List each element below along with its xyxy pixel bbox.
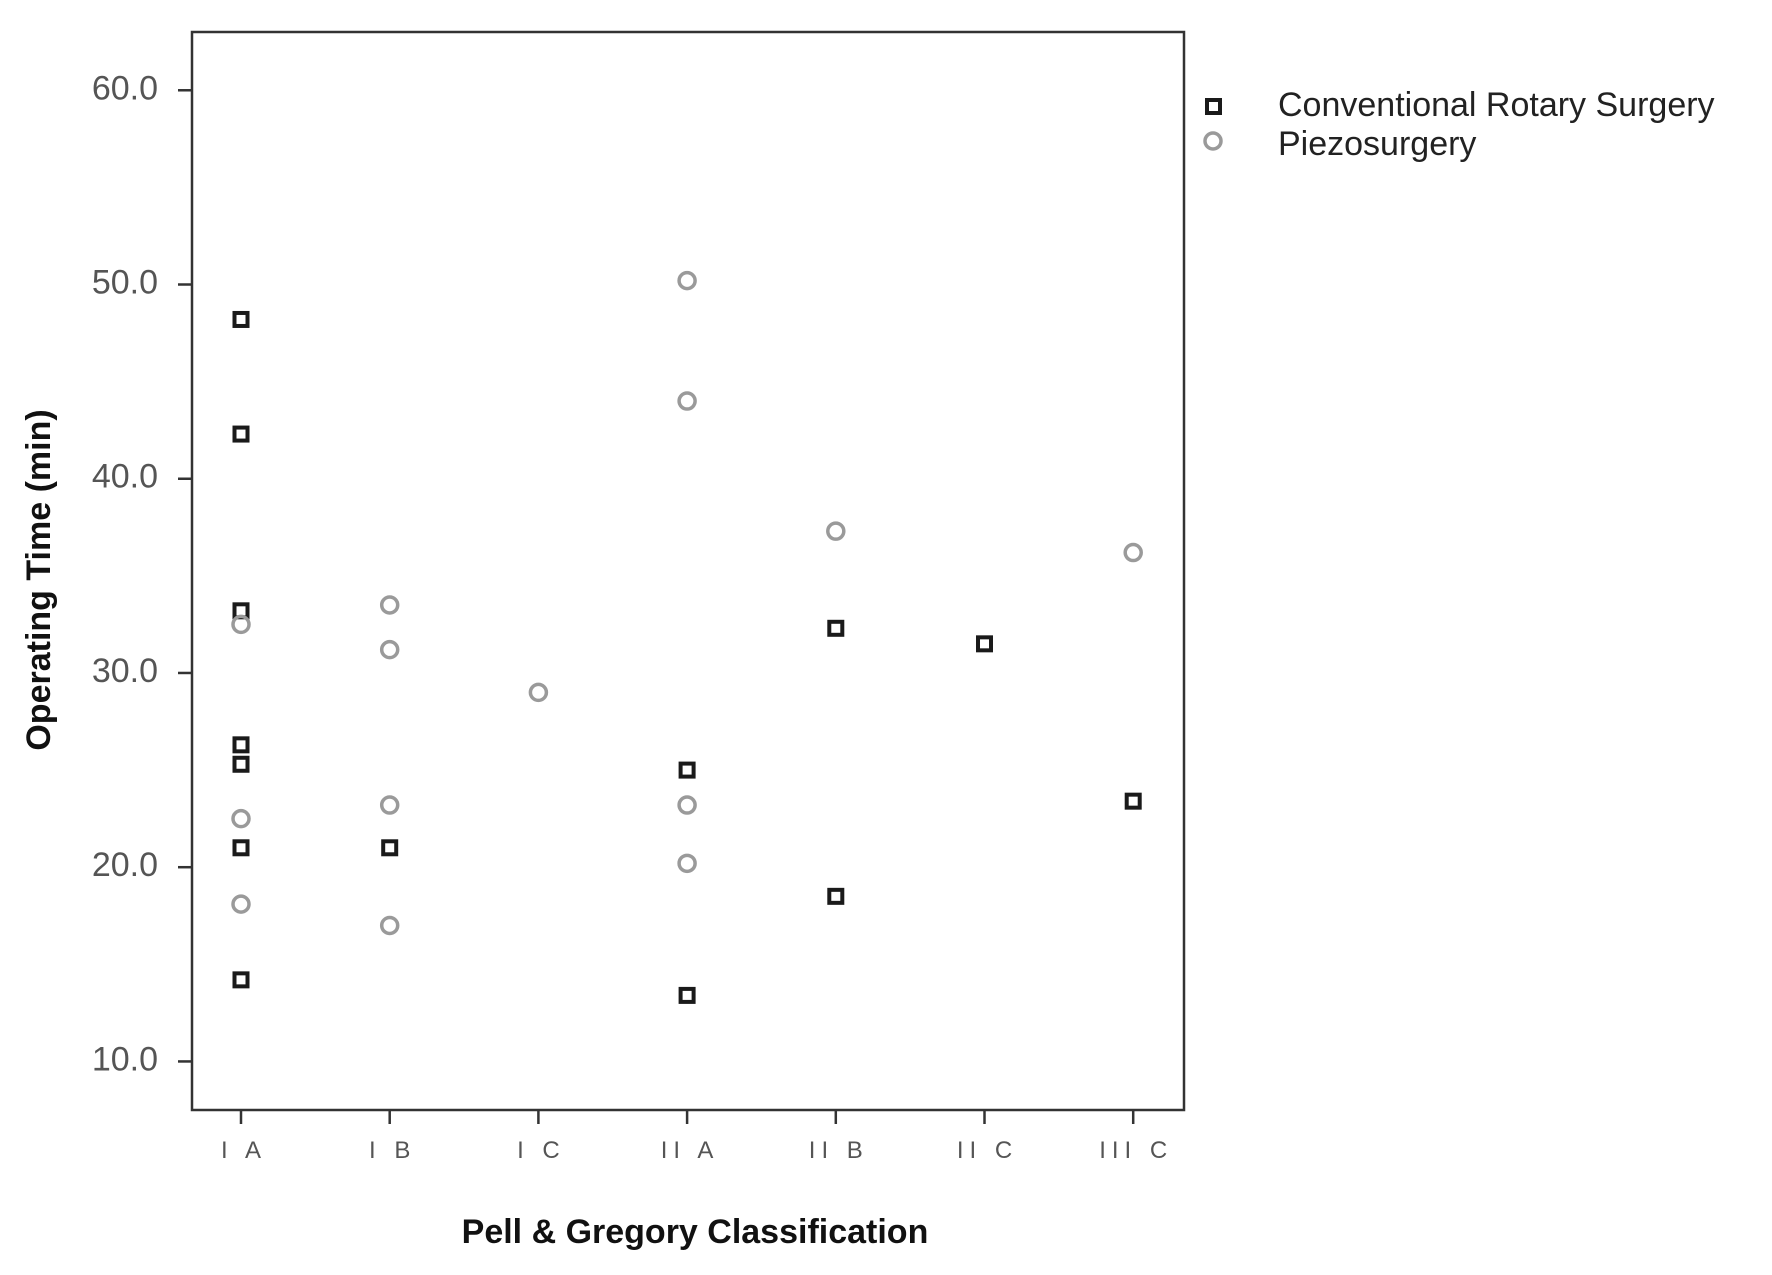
x-axis: I A I B I C II A II B II C III C — [221, 1110, 1173, 1164]
data-point-piezosurgery — [231, 894, 251, 914]
legend-marker-conventional — [1205, 98, 1222, 115]
legend-label-piezosurgery: Piezosurgery — [1278, 125, 1476, 163]
data-point-conventional — [381, 839, 399, 857]
data-points — [231, 270, 1143, 1004]
data-point-conventional — [678, 986, 696, 1004]
y-tick-label: 50.0 — [92, 263, 158, 301]
data-point-conventional — [678, 761, 696, 779]
data-point-conventional — [827, 887, 845, 905]
x-tick-label: I C — [517, 1137, 566, 1164]
x-axis-title: Pell & Gregory Classification — [462, 1213, 929, 1251]
data-point-piezosurgery — [677, 391, 697, 411]
y-tick-label: 10.0 — [92, 1040, 158, 1078]
data-point-piezosurgery — [677, 795, 697, 815]
y-tick-label: 40.0 — [92, 458, 158, 496]
data-point-piezosurgery — [379, 915, 400, 936]
x-tick-label: I A — [221, 1137, 267, 1164]
data-point-conventional — [976, 635, 993, 653]
legend: Conventional Rotary Surgery Piezosurgery — [1203, 86, 1715, 163]
data-point-piezosurgery — [379, 795, 400, 815]
data-point-conventional — [232, 310, 250, 328]
y-tick-label: 60.0 — [92, 69, 158, 107]
data-point-piezosurgery — [379, 639, 400, 660]
data-point-piezosurgery — [379, 595, 400, 615]
data-point-piezosurgery — [1123, 542, 1143, 563]
data-point-piezosurgery — [231, 808, 251, 829]
x-tick-label: I B — [369, 1137, 416, 1164]
legend-marker-piezosurgery — [1203, 131, 1223, 151]
y-tick-label: 30.0 — [92, 652, 158, 690]
plot-area-frame — [190, 30, 1186, 1112]
data-point-conventional — [1124, 792, 1142, 810]
data-point-piezosurgery — [231, 614, 251, 635]
data-point-piezosurgery — [528, 682, 549, 703]
legend-label-conventional: Conventional Rotary Surgery — [1278, 86, 1715, 124]
x-tick-label: III C — [1099, 1137, 1173, 1164]
data-point-conventional — [232, 736, 250, 754]
data-point-piezosurgery — [826, 521, 846, 541]
x-tick-label: II B — [809, 1137, 869, 1164]
data-point-conventional — [232, 971, 250, 989]
data-point-conventional — [232, 839, 250, 857]
data-point-piezosurgery — [677, 853, 697, 874]
y-axis: 10.0 20.0 30.0 40.0 50.0 60.0 — [92, 69, 192, 1078]
data-point-piezosurgery — [677, 270, 697, 291]
data-point-conventional — [827, 619, 845, 637]
data-point-conventional — [232, 425, 250, 443]
data-point-conventional — [232, 755, 250, 773]
x-tick-label: II C — [957, 1137, 1018, 1164]
y-axis-title: Operating Time (min) — [20, 409, 58, 750]
x-tick-label: II A — [661, 1137, 720, 1164]
y-tick-label: 20.0 — [92, 846, 158, 884]
